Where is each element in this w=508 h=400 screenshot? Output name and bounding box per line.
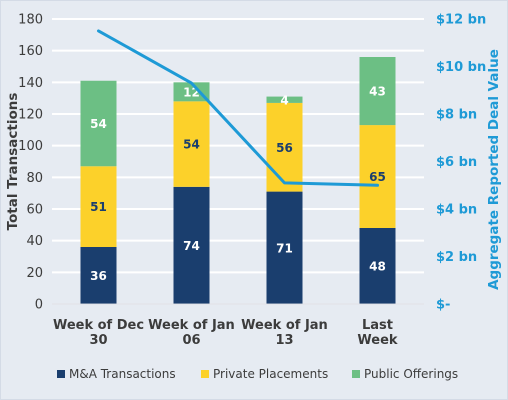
bar-data-label: 54 [90,117,107,131]
bar-segment [80,166,117,247]
y-tick-label-left: 40 [26,234,43,249]
bar-data-label: 43 [369,85,386,99]
bar-segment [266,191,303,304]
x-tick-label: 06 [182,333,200,348]
bar-segment [359,57,396,126]
y-axis-title-left: Total Transactions [5,93,21,231]
y-tick-label-left: 160 [18,44,43,59]
y-tick-label-right: $2 bn [436,250,477,265]
y-tick-label-right: $10 bn [436,60,486,75]
bar-segment [173,82,210,102]
legend-label: M&A Transactions [69,367,176,381]
y-tick-label-right: $- [436,298,450,313]
bar-data-label: 4 [280,93,288,107]
y-axis-title-right: Aggregate Reported Deal Value [486,49,502,290]
y-tick-label-left: 100 [18,139,43,154]
x-tick-label: Week [357,333,398,348]
bar-data-label: 54 [183,138,200,152]
legend-label: Public Offerings [364,367,458,381]
bar-segment [80,247,117,304]
legend-swatch [57,370,65,378]
bar-data-label: 36 [90,269,107,283]
y-tick-label-left: 120 [18,108,43,123]
y-tick-label-left: 180 [18,13,43,28]
y-tick-label-left: 20 [26,266,43,281]
bar-segment [266,96,303,103]
bar-data-label: 74 [183,239,200,253]
x-tick-label: Week of Dec [53,318,144,333]
bar-segment [173,186,210,304]
bar-data-label: 51 [90,200,107,214]
y-tick-label-left: 140 [18,76,43,91]
bar-segment [359,125,396,228]
bar-segment [266,102,303,192]
y-tick-label-right: $6 bn [436,155,477,170]
bar-data-label: 48 [369,260,386,274]
y-tick-label-right: $12 bn [436,13,486,28]
legend-swatch [201,370,209,378]
bar-data-label: 65 [369,170,386,184]
bar-segment [173,101,210,187]
x-tick-label: 13 [275,333,293,348]
y-tick-label-left: 0 [35,298,43,313]
x-tick-label: Last [362,318,393,333]
y-tick-label-right: $4 bn [436,203,477,218]
deal-value-line [97,29,379,187]
bar-segment [80,80,117,167]
y-tick-label-right: $8 bn [436,108,477,123]
x-tick-label: Week of Jan [241,318,328,333]
legend-swatch [352,370,360,378]
y-tick-label-left: 60 [26,203,43,218]
legend-label: Private Placements [213,367,328,381]
x-tick-label: 30 [89,333,107,348]
y-tick-label-left: 80 [26,171,43,186]
bar-segment [359,228,396,304]
x-tick-label: Week of Jan [148,318,235,333]
bar-data-label: 56 [276,141,293,155]
bar-data-label: 71 [276,241,293,255]
